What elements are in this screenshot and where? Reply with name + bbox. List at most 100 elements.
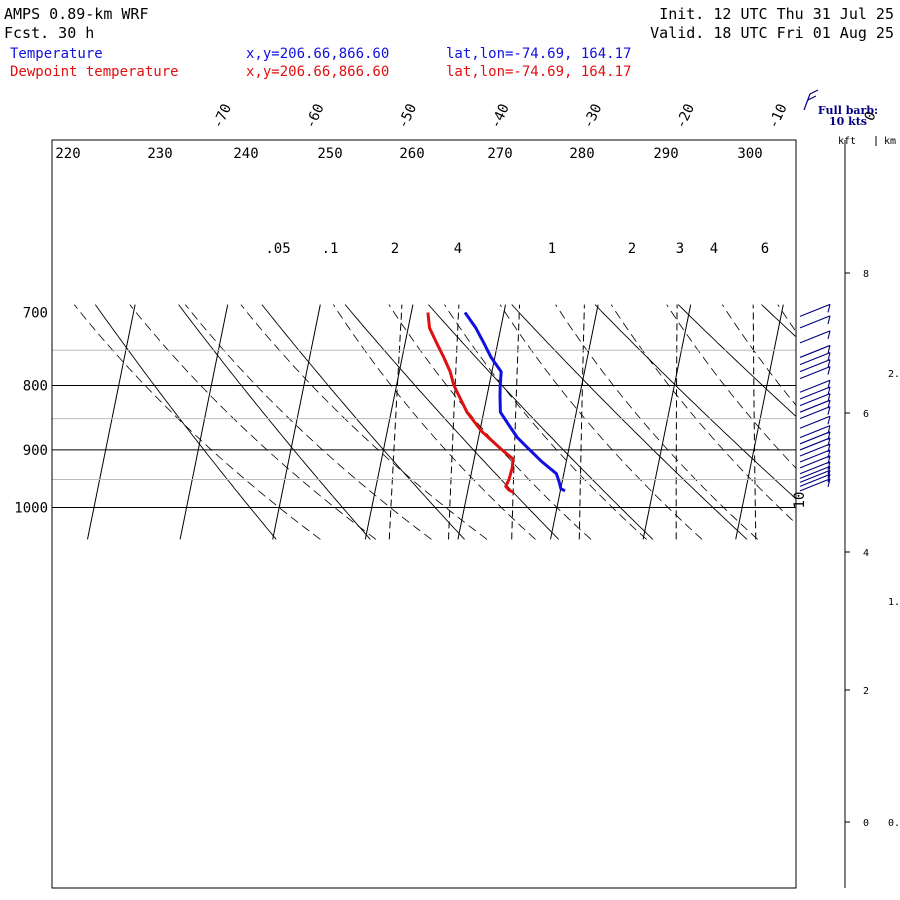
moist-adiabat — [129, 304, 377, 540]
legend-temperature-latlon: lat,lon=-74.69, 164.17 — [446, 46, 631, 62]
mixing-ratio-line — [578, 304, 585, 540]
wind-barb — [799, 379, 831, 393]
dry-adiabat — [178, 304, 371, 540]
dry-adiabat — [845, 305, 900, 540]
height-unit-km: km — [884, 136, 896, 147]
wind-barb — [799, 393, 831, 407]
pressure-label: 800 — [23, 379, 48, 395]
height-kft-label: 0 — [863, 818, 869, 829]
pressure-label: 700 — [23, 305, 48, 321]
dry-adiabat — [594, 304, 796, 500]
barb-key-icon — [803, 89, 819, 111]
wind-barb-flag — [827, 304, 831, 313]
wind-barb — [799, 455, 831, 469]
potential-temperature-label: 270 — [487, 146, 512, 162]
barb-key-line1: Full barb: — [818, 104, 878, 117]
moist-adiabat — [889, 305, 900, 540]
moist-adiabat — [499, 304, 703, 540]
legend-dewpoint-latlon: lat,lon=-74.69, 164.17 — [446, 64, 631, 80]
wind-barb-flag — [827, 352, 831, 361]
dry-adiabat — [261, 304, 465, 540]
potential-temperature-label: 220 — [55, 146, 80, 162]
height-kft-label: 8 — [863, 269, 869, 280]
model-title: AMPS 0.89-km WRF — [4, 5, 149, 23]
mixing-ratio-label: 2 — [628, 241, 636, 257]
wind-barb — [799, 431, 831, 445]
isotherm-line — [179, 304, 229, 540]
wind-barb — [799, 473, 831, 487]
potential-temperature-label: 260 — [399, 146, 424, 162]
potential-temperature-label: 250 — [317, 146, 342, 162]
wind-barb-flag — [827, 366, 831, 375]
isobars — [52, 349, 796, 509]
mixing-ratio-line — [886, 305, 895, 540]
potential-temperature-label: 280 — [569, 146, 594, 162]
isotherm-line — [272, 304, 321, 540]
wind-barb-flag — [827, 386, 831, 396]
wind-barb — [799, 406, 831, 420]
potential-temperature-label: 240 — [233, 146, 258, 162]
dry-adiabat — [94, 304, 277, 540]
wind-barb — [799, 415, 831, 429]
legend-dewpoint-name: Dewpoint temperature — [10, 64, 179, 80]
isotherm-line — [550, 304, 599, 540]
wind-barb — [799, 303, 831, 317]
profiles — [426, 311, 566, 494]
mixing-ratio-line — [448, 304, 460, 540]
mixing-ratio-label: 3 — [676, 241, 684, 257]
temperature-profile — [463, 311, 566, 493]
wind-barb — [799, 359, 831, 373]
mixing-ratio-label: 1 — [548, 241, 556, 257]
wind-barb — [799, 425, 831, 439]
isotherm-line — [87, 304, 136, 540]
dry-adiabat — [511, 304, 748, 540]
moist-adiabat — [555, 304, 758, 540]
wind-barb-flag — [827, 380, 831, 389]
temperature-label: -70 — [210, 101, 235, 131]
temperature-label: -50 — [395, 101, 420, 131]
dry-adiabat — [344, 304, 560, 540]
wind-barb-flag — [827, 406, 831, 415]
wind-barb — [799, 386, 831, 400]
wind-barb-flag — [827, 478, 831, 488]
temperature-label: -30 — [580, 101, 605, 131]
moist-adiabat — [388, 304, 592, 540]
moist-adiabat — [833, 305, 900, 540]
mixing-ratio-line — [388, 304, 403, 540]
height-unit-kft: kft — [838, 136, 856, 147]
wind-barb-flag — [827, 474, 831, 483]
wind-barb — [799, 478, 831, 492]
isotherm-line — [364, 304, 414, 540]
height-km-label: 0. — [888, 818, 900, 829]
wind-barb — [799, 437, 831, 451]
wind-barb-flag — [827, 315, 831, 325]
temperature-label: -40 — [488, 101, 513, 131]
wind-barbs — [799, 303, 831, 492]
temperature-label: 10 — [792, 492, 808, 509]
init-time: Init. 12 UTC Thu 31 Jul 25 — [659, 5, 894, 23]
moist-adiabat — [184, 304, 432, 540]
mixing-ratio-label: 4 — [710, 241, 718, 257]
legend-dewpoint-coords: x,y=206.66,866.60 — [246, 64, 389, 80]
mixing-ratio-label: 6 — [761, 241, 769, 257]
mixing-ratio-line — [835, 305, 842, 540]
plot-frame — [51, 139, 797, 889]
wind-barb — [799, 399, 831, 413]
wind-barb — [799, 352, 831, 366]
wind-barb-flag — [827, 330, 831, 339]
wind-barb — [799, 315, 831, 329]
pressure-label: 900 — [23, 443, 48, 459]
wind-barb — [799, 461, 831, 475]
mixing-ratio-line — [675, 304, 678, 540]
height-kft-label: 4 — [863, 548, 869, 559]
potential-temperature-label: 300 — [737, 146, 762, 162]
valid-time: Valid. 18 UTC Fri 01 Aug 25 — [650, 24, 894, 42]
height-km-label: 1. — [888, 597, 900, 608]
wind-barb — [799, 366, 831, 380]
mixing-ratio-label: 2 — [391, 241, 399, 257]
temperature-label: -60 — [302, 101, 327, 131]
isotherm-line — [642, 304, 692, 540]
height-axis: kft km 8 6 4 2 0 2. 1. 0. — [838, 136, 900, 888]
